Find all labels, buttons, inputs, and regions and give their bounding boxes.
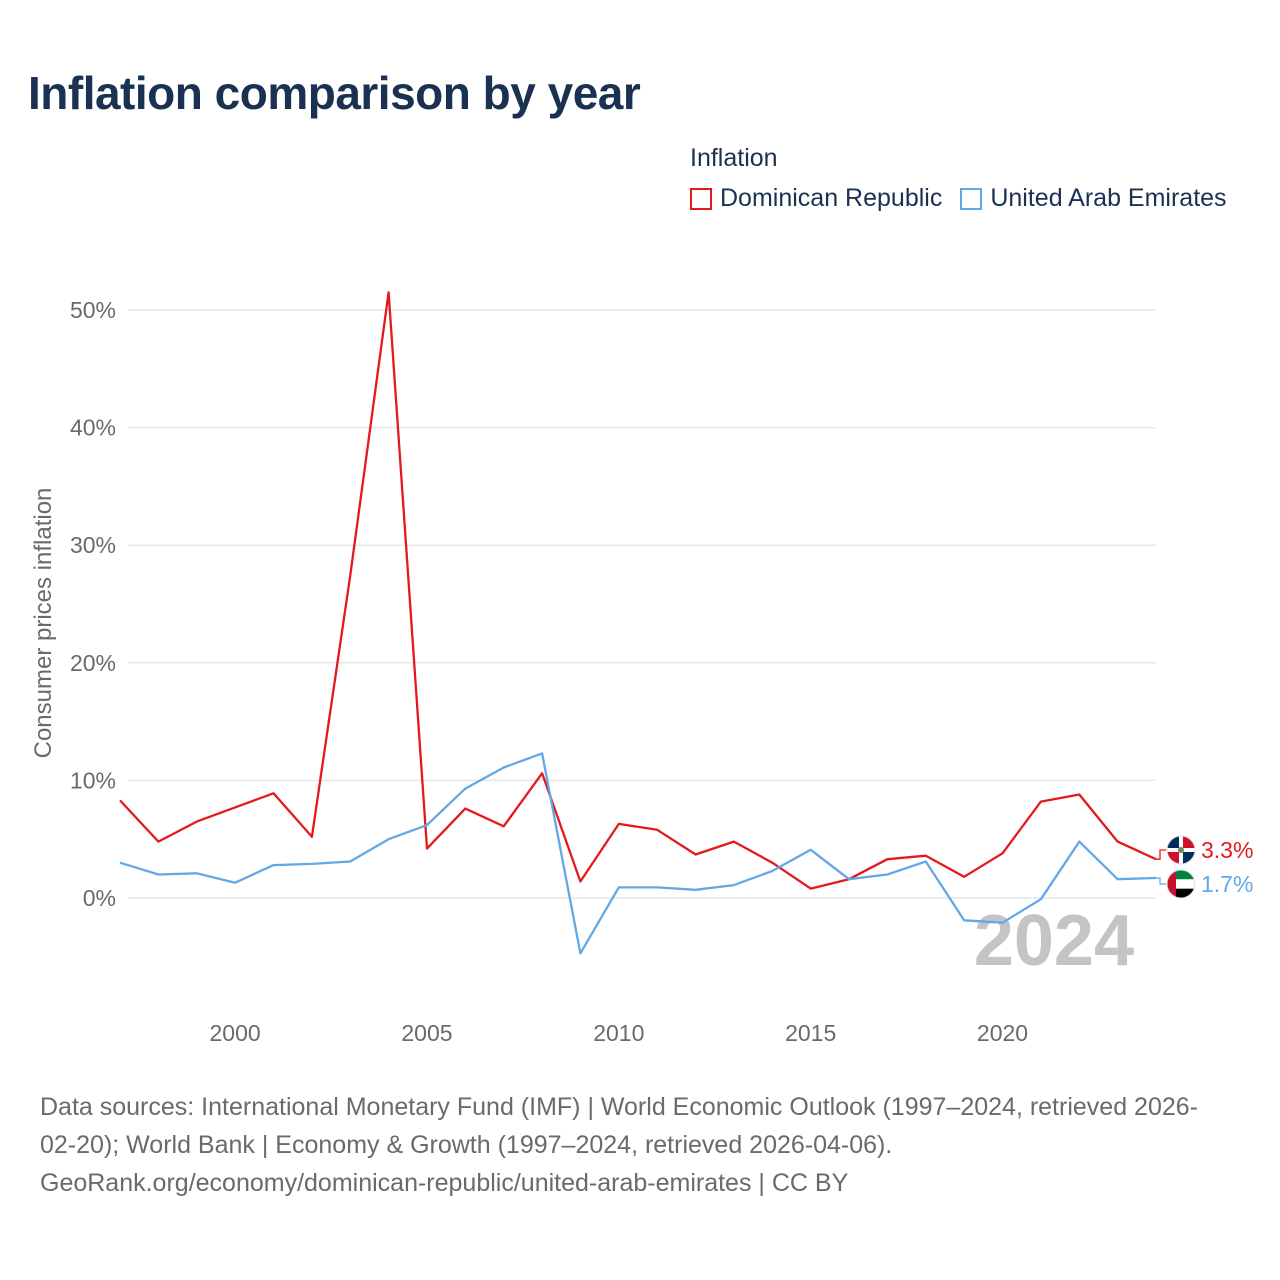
legend-item-dominican-republic[interactable]: Dominican Republic [690, 184, 942, 213]
x-tick-label: 2020 [977, 1020, 1028, 1046]
line-chart: 0% 10% 20% 30% 40% 50% 2000 2005 2010 2015 2020 2… [30, 291, 1253, 1046]
legend-label-dominican-republic: Dominican Republic [720, 184, 943, 212]
y-tick-label: 30% [70, 532, 116, 558]
y-axis-ticks: 0% 10% 20% 30% 40% 50% [70, 297, 116, 911]
series-line-dominican-republic[interactable] [119, 291, 1157, 890]
series-line-united-arab-emirates[interactable] [119, 752, 1157, 955]
legend-label-united-arab-emirates: United Arab Emirates [990, 184, 1227, 212]
legend-swatch-dominican-republic [690, 187, 712, 210]
legend: Dominican Republic United Arab Emirates [690, 184, 1245, 213]
y-tick-label: 50% [70, 297, 116, 323]
y-tick-label: 20% [70, 650, 116, 676]
end-labels: 3.3% 1.7% [1156, 835, 1253, 899]
y-tick-label: 10% [70, 767, 116, 793]
legend-item-united-arab-emirates[interactable]: United Arab Emirates [960, 184, 1227, 213]
legend-swatch-united-arab-emirates [960, 187, 983, 210]
end-connector-united-arab-emirates [1156, 877, 1166, 885]
footer-sources: Data sources: International Monetary Fun… [40, 1088, 1250, 1202]
series-lines [119, 291, 1157, 955]
y-tick-label: 40% [70, 415, 116, 441]
chart-title: Inflation comparison by year [28, 67, 641, 119]
grid-lines [128, 309, 1156, 899]
x-tick-label: 2010 [593, 1020, 644, 1046]
y-tick-label: 0% [83, 885, 116, 911]
footer-line-1: Data sources: International Monetary Fun… [40, 1093, 1198, 1121]
legend-title: Inflation [690, 144, 778, 172]
x-tick-label: 2005 [401, 1020, 452, 1046]
end-connector-dominican-republic [1156, 849, 1166, 860]
y-axis-label: Consumer prices inflation [30, 488, 57, 759]
end-value-label-united-arab-emirates: 1.7% [1201, 871, 1253, 897]
footer-source-link[interactable]: GeoRank.org/economy/dominican-republic/u… [40, 1169, 849, 1197]
year-watermark: 2024 [974, 901, 1134, 981]
dominican-republic-flag-icon [1166, 835, 1196, 865]
united-arab-emirates-flag-icon [1166, 869, 1196, 899]
x-tick-label: 2015 [785, 1020, 836, 1046]
footer-line-2: 02-20); World Bank | Economy & Growth (1… [40, 1131, 893, 1159]
end-value-label-dominican-republic: 3.3% [1201, 837, 1253, 863]
x-axis-ticks: 2000 2005 2010 2015 2020 [210, 1020, 1029, 1046]
x-tick-label: 2000 [210, 1020, 261, 1046]
